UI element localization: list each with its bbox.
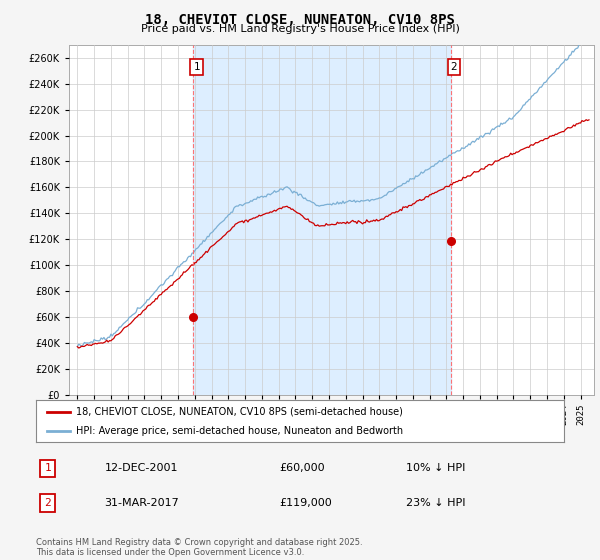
Text: 2: 2	[44, 498, 51, 508]
Text: 1: 1	[44, 464, 51, 473]
Text: 31-MAR-2017: 31-MAR-2017	[104, 498, 179, 508]
Text: HPI: Average price, semi-detached house, Nuneaton and Bedworth: HPI: Average price, semi-detached house,…	[76, 426, 403, 436]
Text: 12-DEC-2001: 12-DEC-2001	[104, 464, 178, 473]
Text: 10% ↓ HPI: 10% ↓ HPI	[406, 464, 465, 473]
Text: 23% ↓ HPI: 23% ↓ HPI	[406, 498, 465, 508]
Text: £119,000: £119,000	[279, 498, 332, 508]
Text: Price paid vs. HM Land Registry's House Price Index (HPI): Price paid vs. HM Land Registry's House …	[140, 24, 460, 34]
Text: Contains HM Land Registry data © Crown copyright and database right 2025.
This d: Contains HM Land Registry data © Crown c…	[36, 538, 362, 557]
Text: 18, CHEVIOT CLOSE, NUNEATON, CV10 8PS: 18, CHEVIOT CLOSE, NUNEATON, CV10 8PS	[145, 13, 455, 27]
Text: 18, CHEVIOT CLOSE, NUNEATON, CV10 8PS (semi-detached house): 18, CHEVIOT CLOSE, NUNEATON, CV10 8PS (s…	[76, 407, 403, 417]
Text: £60,000: £60,000	[279, 464, 325, 473]
Text: 1: 1	[193, 62, 200, 72]
Text: 2: 2	[451, 62, 457, 72]
Bar	[193, 45, 451, 395]
